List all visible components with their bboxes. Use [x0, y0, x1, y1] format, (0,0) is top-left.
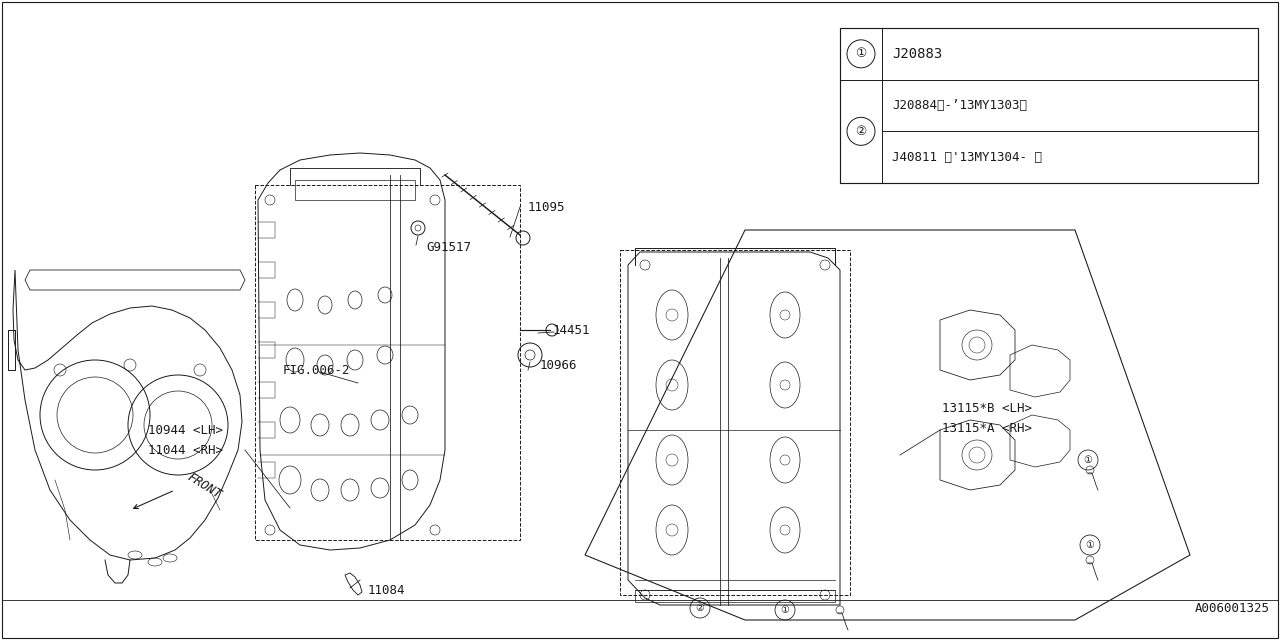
Text: ①: ① — [781, 605, 790, 615]
Text: 13115*B <LH>: 13115*B <LH> — [942, 401, 1032, 415]
Text: ①: ① — [855, 47, 867, 60]
Text: 13115*A <RH>: 13115*A <RH> — [942, 422, 1032, 435]
Text: 11084: 11084 — [369, 584, 406, 596]
Bar — [635, 590, 835, 602]
Text: J20883: J20883 — [892, 47, 942, 61]
Text: 11044 <RH>: 11044 <RH> — [148, 445, 223, 458]
Text: A006001325: A006001325 — [1196, 602, 1270, 614]
Text: ②: ② — [855, 125, 867, 138]
Text: G91517: G91517 — [426, 241, 471, 253]
Text: FIG.006-2: FIG.006-2 — [283, 364, 351, 376]
Text: J40811 （'13MY1304- ）: J40811 （'13MY1304- ） — [892, 150, 1042, 164]
Text: 14451: 14451 — [553, 323, 590, 337]
Text: 10944 <LH>: 10944 <LH> — [148, 424, 223, 436]
Text: 11095: 11095 — [529, 200, 566, 214]
Text: ②: ② — [695, 603, 704, 613]
Text: ①: ① — [1084, 455, 1092, 465]
Text: J20884（-’13MY1303）: J20884（-’13MY1303） — [892, 99, 1027, 112]
Text: 10966: 10966 — [540, 358, 577, 371]
Bar — [840, 28, 1258, 183]
Text: ①: ① — [1085, 540, 1094, 550]
Text: FRONT: FRONT — [186, 470, 224, 502]
